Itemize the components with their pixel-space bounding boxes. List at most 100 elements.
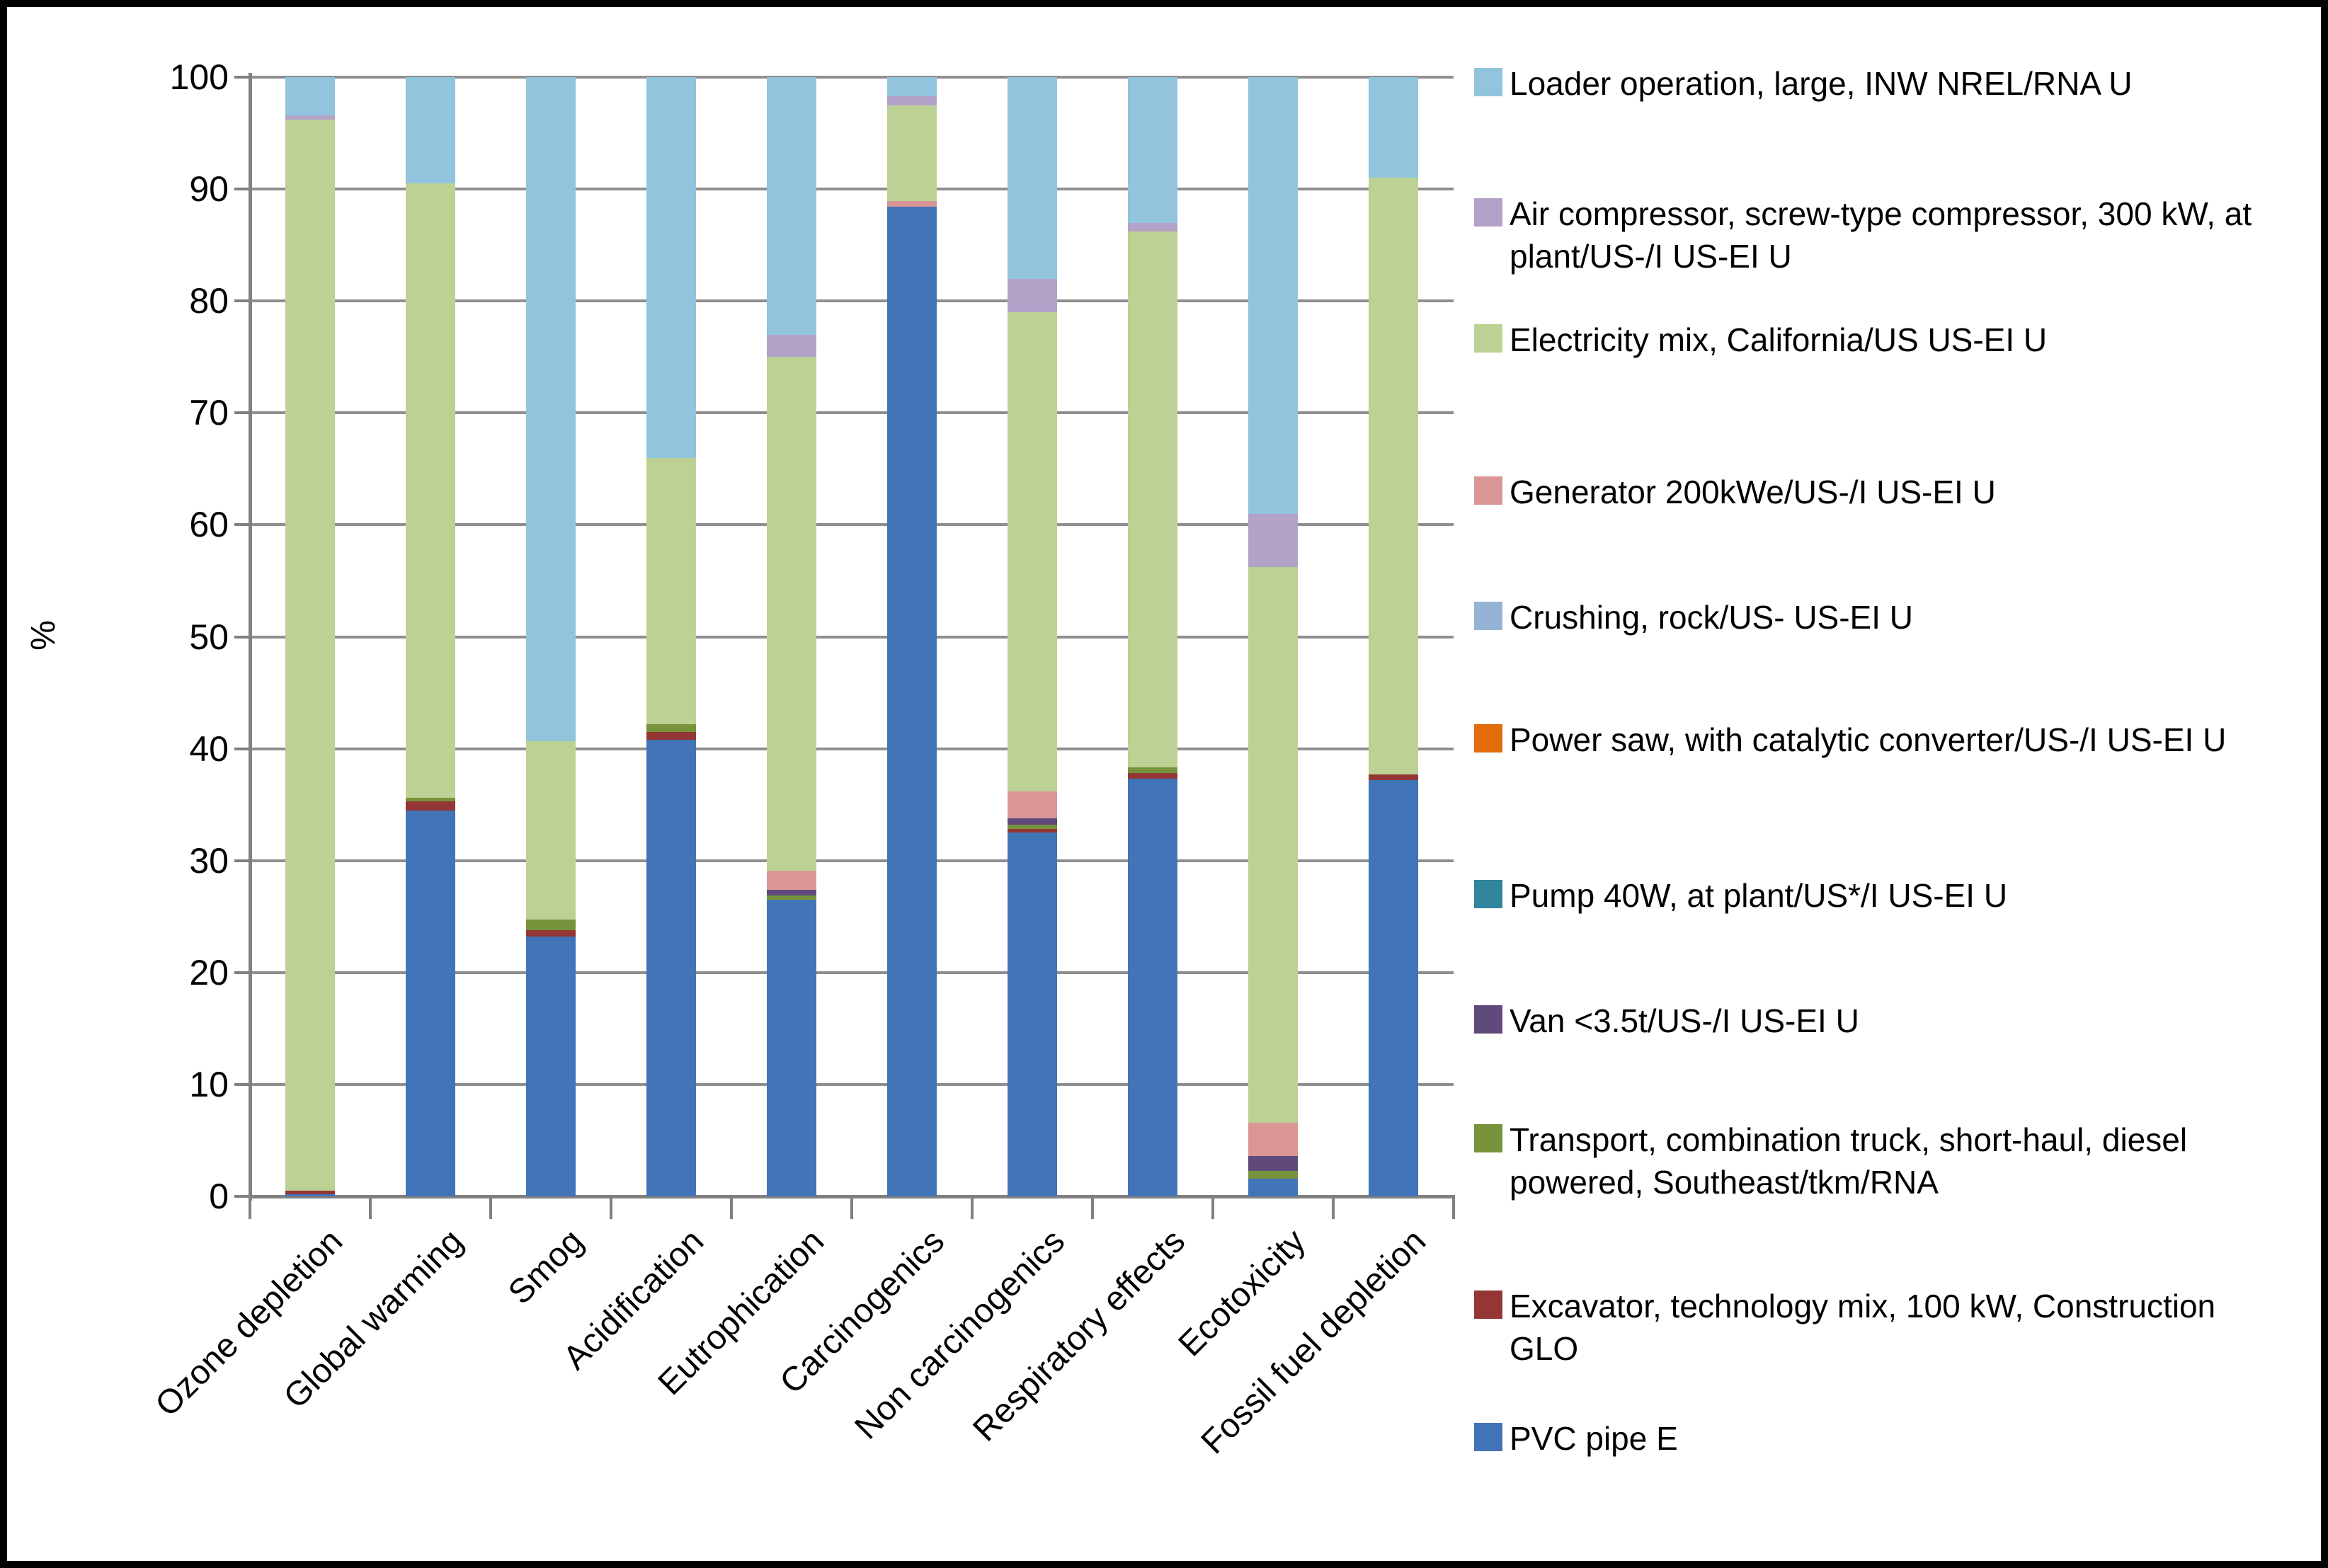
bar-segment [526, 929, 576, 937]
bar-segment [1248, 1178, 1298, 1196]
bar-segment [1008, 312, 1057, 791]
x-axis-tick [489, 1196, 492, 1219]
y-tick-label: 40 [189, 728, 229, 769]
bar-segment [1248, 1170, 1298, 1179]
bar-segment [1248, 567, 1298, 1123]
gridline [250, 971, 1454, 974]
bar-segment [1248, 513, 1298, 568]
y-tick-label: 20 [189, 952, 229, 992]
x-axis-tick [850, 1196, 853, 1219]
legend-label: Loader operation, large, INW NREL/RNA U [1510, 65, 2133, 102]
bar-segment [1008, 825, 1057, 830]
y-axis-tick [234, 747, 250, 750]
bar-segment [1128, 773, 1177, 779]
legend-swatch-icon [1474, 476, 1502, 505]
bar-segment [406, 183, 455, 799]
bar-segment [526, 920, 576, 930]
bar-segment [887, 207, 937, 1196]
legend-item: PVC pipe E [1474, 1417, 2288, 1460]
bar-segment [767, 77, 816, 335]
bar-segment [1248, 77, 1298, 514]
bar-segment [406, 798, 455, 801]
y-axis-tick [234, 1195, 250, 1198]
legend-item: Loader operation, large, INW NREL/RNA U [1474, 62, 2288, 105]
bar-segment [767, 895, 816, 900]
chart-legend: Loader operation, large, INW NREL/RNA U A… [1474, 7, 2310, 1561]
bar-segment [767, 357, 816, 871]
legend-swatch-icon [1474, 198, 1502, 227]
bar-segment [887, 105, 937, 202]
bar-segment [1369, 77, 1418, 178]
y-axis-tick [234, 76, 250, 79]
y-tick-label: 50 [189, 617, 229, 657]
bar-segment [887, 96, 937, 105]
legend-item: Electricity mix, California/US US-EI U [1474, 319, 2288, 361]
y-axis-tick [234, 635, 250, 639]
y-tick-label: 10 [189, 1064, 229, 1104]
bar-segment [1128, 767, 1177, 774]
legend-item: Excavator, technology mix, 100 kW, Const… [1474, 1285, 2288, 1370]
legend-swatch-icon [1474, 1291, 1502, 1319]
legend-label: Crushing, rock/US- US-EI U [1510, 599, 1914, 636]
x-axis-tick [1211, 1196, 1214, 1219]
x-axis-tick [1452, 1196, 1455, 1219]
x-axis-tick [1091, 1196, 1094, 1219]
legend-item: Air compressor, screw-type compressor, 3… [1474, 193, 2288, 277]
gridline [250, 299, 1454, 303]
gridline [250, 1082, 1454, 1086]
gridline [250, 523, 1454, 527]
legend-swatch-icon [1474, 1124, 1502, 1152]
bar-segment [646, 723, 696, 732]
bar-segment [1008, 818, 1057, 825]
bar-segment [1128, 222, 1177, 232]
legend-label: PVC pipe E [1510, 1420, 1678, 1457]
y-tick-label: 70 [189, 393, 229, 433]
y-axis-tick [234, 299, 250, 303]
bar-segment [285, 1194, 335, 1196]
y-axis-tick [234, 188, 250, 191]
bar-segment [1128, 779, 1177, 1196]
y-axis-tick [234, 411, 250, 415]
y-tick-label: 30 [189, 840, 229, 881]
y-axis-title: % [24, 619, 62, 651]
bar-segment [767, 889, 816, 895]
x-axis-tick [971, 1196, 974, 1219]
bar-segment [1008, 829, 1057, 833]
bar-segment [1008, 791, 1057, 818]
bar-segment [646, 77, 696, 458]
gridline [250, 411, 1454, 415]
bar-segment [406, 801, 455, 811]
legend-label: Electricity mix, California/US US-EI U [1510, 321, 2048, 358]
bar-segment [767, 900, 816, 1196]
legend-swatch-icon [1474, 68, 1502, 96]
bar-segment [1369, 178, 1418, 774]
bar-segment [767, 334, 816, 357]
legend-label: Excavator, technology mix, 100 kW, Const… [1510, 1288, 2216, 1367]
bar-segment [1369, 779, 1418, 1196]
legend-item: Van <3.5t/US-/I US-EI U [1474, 1000, 2288, 1042]
bar-segment [285, 115, 335, 120]
gridline [250, 76, 1454, 79]
legend-label: Van <3.5t/US-/I US-EI U [1510, 1002, 1859, 1039]
y-axis-tick [234, 1082, 250, 1086]
bar-segment [1248, 1122, 1298, 1157]
y-tick-label: 90 [189, 169, 229, 210]
bar-segment [285, 120, 335, 1191]
y-tick-label: 0 [209, 1177, 229, 1216]
y-axis-tick [234, 859, 250, 862]
gridline [250, 635, 1454, 639]
bar-segment [1008, 832, 1057, 1196]
bar-segment [646, 457, 696, 724]
bar-segment [1128, 77, 1177, 223]
legend-label: Air compressor, screw-type compressor, 3… [1510, 195, 2252, 275]
bar-segment [285, 1191, 335, 1194]
gridline [250, 747, 1454, 750]
plot-area: 100 90 80 70 60 50 40 30 20 10 0% Ozone depletion Gl… [7, 7, 2321, 1561]
legend-swatch-icon [1474, 724, 1502, 752]
legend-label: Pump 40W, at plant/US*/I US-EI U [1510, 877, 2008, 914]
x-axis-tick [1332, 1196, 1335, 1219]
x-axis-tick [369, 1196, 372, 1219]
bar-segment [1008, 278, 1057, 312]
bar-segment [406, 810, 455, 1196]
